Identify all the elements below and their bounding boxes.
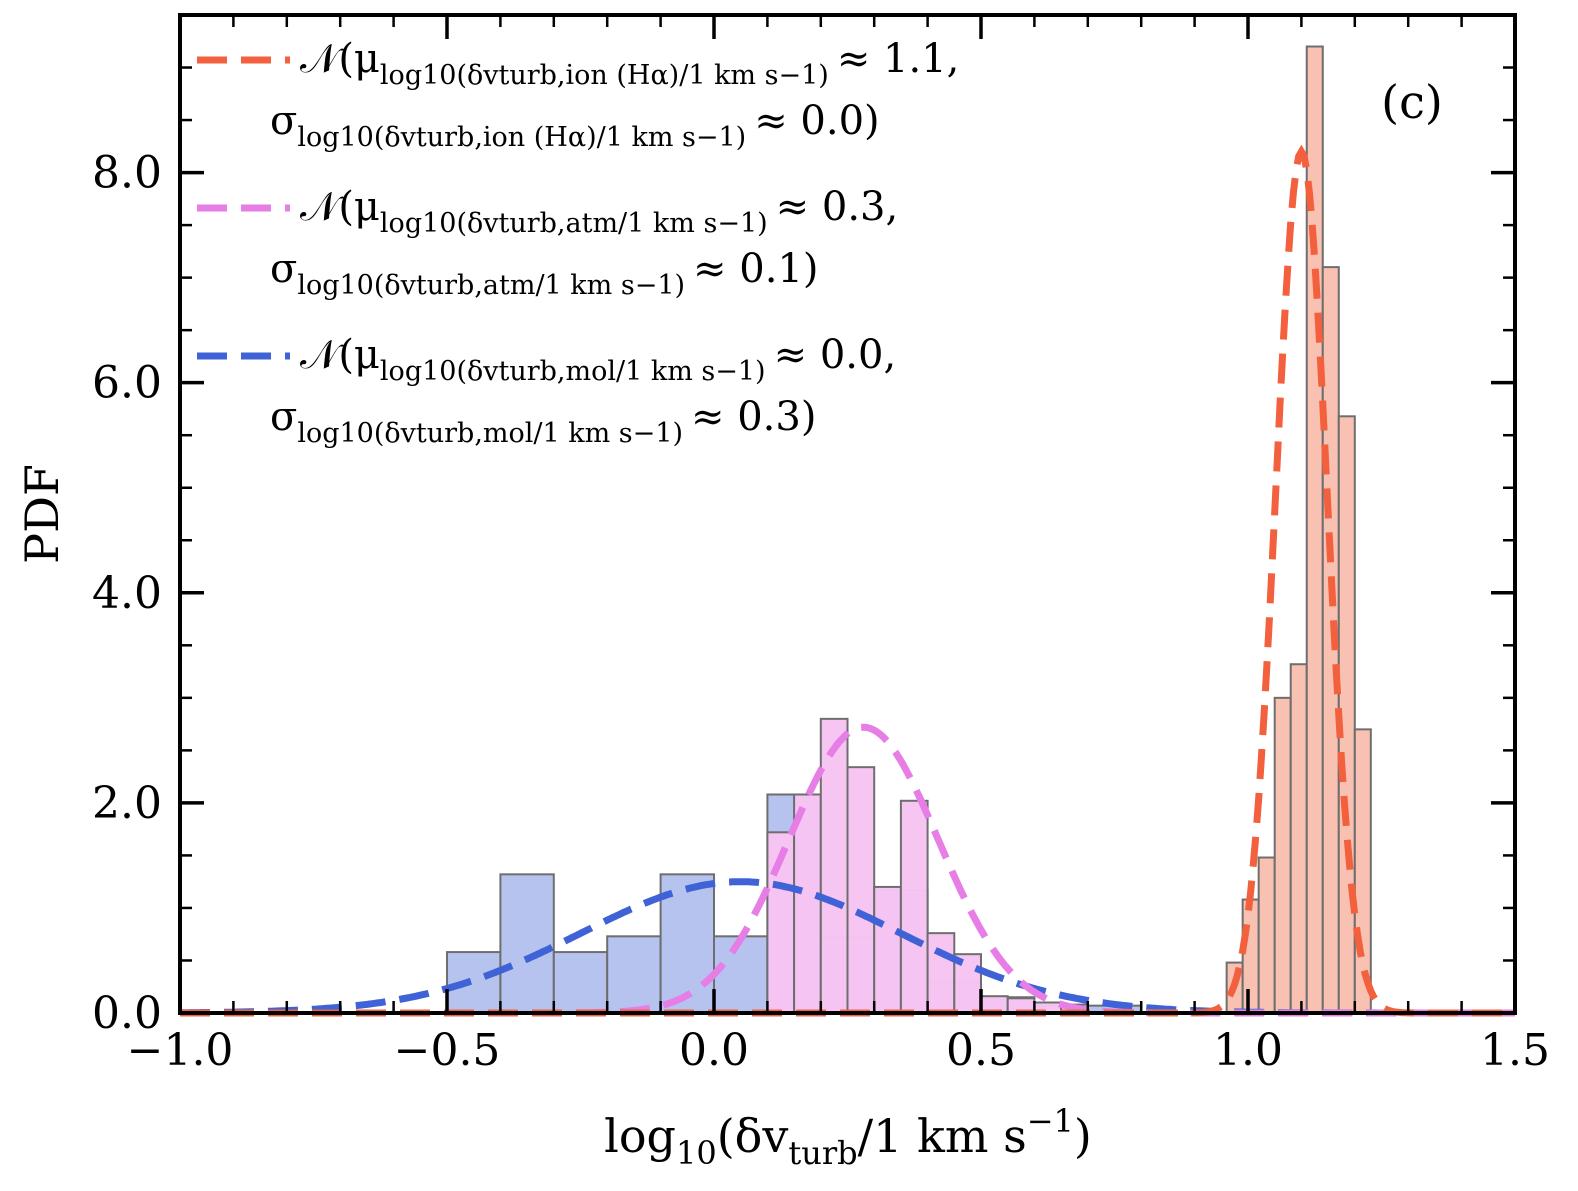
- bar-mol: [446, 951, 502, 1014]
- bar-mol: [499, 873, 555, 1014]
- y-tick-label: 8.0: [92, 148, 162, 199]
- bar-ionh: [1353, 728, 1372, 1015]
- panel-label: (c): [1381, 75, 1443, 129]
- axis-ticks: −1.0 −0.5 0.0 0.5 1.0 1.5 0.0 2.0 4.0 6.0 8.0: [92, 15, 1550, 1076]
- bar-mol: [552, 951, 609, 1014]
- x-tick-label: 0.5: [946, 1025, 1016, 1076]
- y-axis-label: PDF: [15, 464, 69, 564]
- legend-entry-mol-mu: 𝒩(μlog10(δvturb,mol/1 km s−1) ≈ 0.0,: [300, 332, 896, 387]
- legend-entry-ionh-sigma: σlog10(δvturb,ion (Hα)/1 km s−1) ≈ 0.0): [270, 98, 880, 153]
- bar-ionh: [1241, 898, 1260, 1014]
- bar-atm: [819, 717, 849, 1015]
- legend-entry-mol-sigma: σlog10(δvturb,mol/1 km s−1) ≈ 0.3): [270, 394, 816, 449]
- x-tick-label: −0.5: [394, 1025, 501, 1076]
- legend: 𝒩(μlog10(δvturb,ion (Hα)/1 km s−1) ≈ 1.1,…: [197, 36, 959, 449]
- bar-atm: [793, 793, 822, 1015]
- y-tick-label: 0.0: [92, 988, 162, 1039]
- plot-frame: [178, 13, 1517, 1015]
- bar-ionh: [1289, 663, 1308, 1015]
- bar-ionh: [1257, 856, 1276, 1014]
- bar-atm: [899, 799, 929, 1015]
- y-tick-label: 4.0: [92, 568, 162, 619]
- bar-ionh: [1273, 696, 1292, 1014]
- x-axis-label: log10(δvturb/1 km s−1): [604, 1102, 1092, 1172]
- bar-mol: [606, 935, 662, 1015]
- x-tick-label: −1.0: [127, 1025, 234, 1076]
- bar-atm: [926, 932, 956, 1014]
- x-tick-label: 1.5: [1480, 1025, 1550, 1076]
- x-tick-label: 1.0: [1213, 1025, 1283, 1076]
- y-tick-label: 2.0: [92, 778, 162, 829]
- histogram-bars: [446, 45, 1372, 1015]
- x-axis-label-text: log10(δvturb/1 km s−1): [604, 1102, 1092, 1172]
- bar-mol: [713, 935, 769, 1015]
- legend-entry-atm-mu: 𝒩(μlog10(δvturb,atm/1 km s−1) ≈ 0.3,: [300, 184, 898, 239]
- legend-entry-atm-sigma: σlog10(δvturb,atm/1 km s−1) ≈ 0.1): [270, 246, 819, 301]
- bar-atm: [873, 885, 902, 1014]
- bar-atm: [846, 766, 876, 1014]
- x-tick-label: 0.0: [679, 1025, 749, 1076]
- legend-entry-ionh-mu: 𝒩(μlog10(δvturb,ion (Hα)/1 km s−1) ≈ 1.1,: [300, 36, 959, 91]
- y-tick-label: 6.0: [92, 358, 162, 409]
